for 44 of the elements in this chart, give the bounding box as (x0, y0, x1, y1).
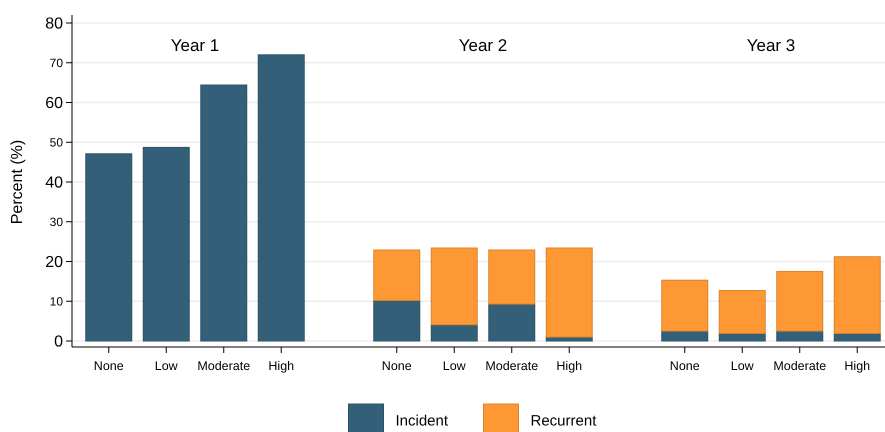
x-tick-label: Moderate (485, 359, 538, 373)
text: Year 2 (458, 36, 508, 55)
bar (776, 270, 824, 332)
y-tick-label: 80 (45, 16, 64, 33)
bar (142, 146, 190, 342)
x-tick-label: Low (154, 359, 179, 373)
bar (85, 153, 132, 342)
x-tick-label: High (844, 359, 870, 373)
x-tick-label: High (556, 359, 582, 373)
bar (430, 247, 478, 326)
x-tick-label: None (94, 359, 124, 373)
bar (373, 249, 420, 301)
y-tick-label: 20 (45, 254, 64, 272)
text: Year 1 (170, 36, 220, 55)
x-tick-label: High (268, 359, 294, 373)
y-tick-label: 40 (45, 174, 64, 192)
y-tick-label: 30 (50, 214, 64, 229)
bar (200, 84, 248, 342)
legend-label: Incident (396, 412, 449, 430)
bar (661, 330, 708, 342)
text: Year 3 (746, 36, 796, 55)
x-tick-label: Moderate (773, 359, 826, 373)
y-tick-label: 60 (45, 95, 64, 112)
bar (834, 256, 881, 334)
y-tick-label: 50 (50, 135, 64, 150)
bar (546, 247, 593, 338)
y-tick-label: 0 (54, 334, 64, 351)
bar (776, 330, 824, 342)
bar (718, 290, 766, 334)
bar (661, 280, 708, 332)
x-tick-label: Low (442, 359, 467, 373)
bar (258, 54, 305, 342)
y-axis-title: Percent (%) (9, 140, 26, 224)
x-tick-label: None (670, 359, 700, 373)
y-tick-label: 70 (50, 56, 64, 70)
y-tick-label: 10 (50, 294, 64, 308)
x-tick-label: None (382, 359, 412, 373)
bar (488, 304, 536, 342)
bar (488, 249, 536, 305)
bar (430, 324, 478, 342)
legend-label: Recurrent (530, 412, 598, 430)
x-tick-label: Moderate (197, 359, 250, 373)
x-tick-label: Low (730, 359, 755, 373)
bar (373, 300, 420, 342)
